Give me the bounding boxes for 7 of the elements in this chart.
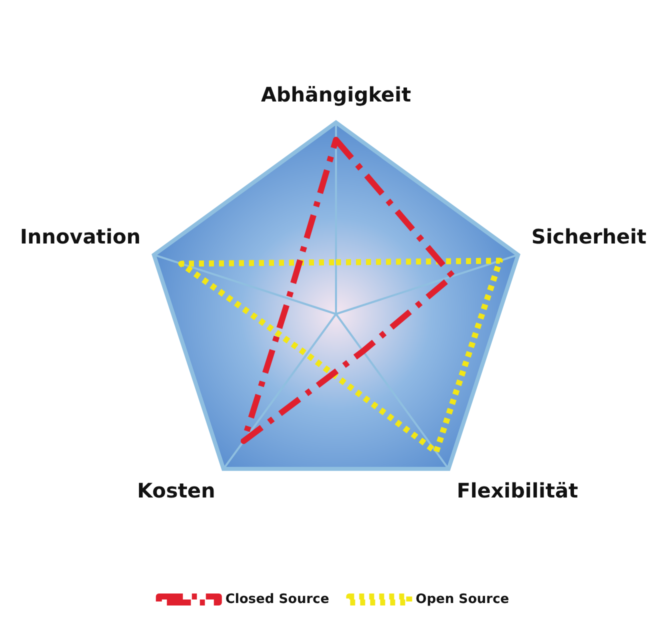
spoke-label: Innovation <box>20 224 141 249</box>
spoke-label: Kosten <box>137 478 216 502</box>
legend-label: Open Source <box>416 592 510 607</box>
legend-label: Closed Source <box>225 592 330 607</box>
spoke-label: Sicherheit <box>531 224 647 249</box>
spoke-label: Flexibilität <box>456 478 579 502</box>
spoke-label: Abhängigkeit <box>261 82 412 107</box>
